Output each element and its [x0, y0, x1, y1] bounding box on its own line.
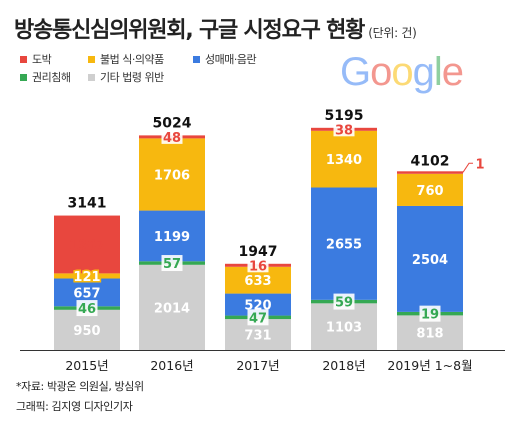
data-label: 731 [244, 329, 271, 344]
logo-letter: g [412, 50, 435, 94]
chart-title: 방송통신심의위원회, 구글 시정요구 현황 (단위: 건) [14, 12, 417, 44]
title-text: 방송통신심의위원회, 구글 시정요구 현황 [14, 18, 365, 43]
data-label: 2504 [412, 253, 448, 268]
legend-swatch [88, 73, 95, 81]
legend-item-illegal-food-drug: 불법 식·의약품 [88, 51, 164, 67]
legend-label: 권리침해 [32, 71, 71, 84]
legend-label: 성매매·음란 [205, 53, 257, 66]
legend-item-obscene: 성매매·음란 [193, 51, 257, 67]
category-label: 2015년 [65, 358, 108, 373]
total-label: 3141 [68, 196, 107, 212]
legend-label: 도박 [32, 53, 52, 66]
legend-swatch [20, 55, 27, 63]
bar-segment [397, 171, 463, 174]
data-label: 48 [163, 131, 181, 146]
label-box [76, 300, 98, 317]
bar-segment [397, 205, 463, 312]
data-label: 2655 [326, 238, 362, 253]
data-label: 19 [421, 308, 439, 323]
data-label: 59 [335, 296, 353, 311]
data-label: 57 [163, 257, 181, 272]
total-label: 5195 [325, 108, 364, 124]
source-note: *자료: 박광온 의원실, 방심위 [16, 380, 144, 393]
data-label: 46 [78, 302, 96, 317]
bar-segment [397, 173, 463, 206]
data-label: 47 [249, 311, 267, 326]
label-box [161, 129, 183, 144]
data-label: 38 [335, 123, 353, 138]
legend-label: 기타 법령 위반 [100, 71, 164, 84]
bar-segment [139, 138, 205, 211]
logo-letter: o [370, 50, 392, 94]
label-box [419, 305, 441, 322]
category-label: 2018년 [322, 358, 365, 373]
data-label: 121 [73, 270, 100, 285]
legend-item-other: 기타 법령 위반 [88, 69, 164, 85]
logo-letter: o [391, 50, 413, 94]
label-box [333, 122, 355, 137]
data-label: 657 [73, 286, 100, 301]
total-label: 1947 [239, 244, 278, 260]
data-label: 1 [475, 157, 484, 172]
legend-swatch [20, 73, 27, 81]
label-box [161, 255, 183, 272]
data-label: 818 [416, 327, 443, 342]
bar-segment [139, 210, 205, 262]
google-logo: Google [340, 50, 464, 95]
data-label: 633 [244, 274, 271, 289]
data-label: 1367 [69, 238, 105, 253]
logo-letter: e [441, 50, 464, 94]
label-box [247, 309, 269, 326]
bar-segment [54, 309, 120, 350]
bar-segment [311, 187, 377, 300]
bar-segment [139, 264, 205, 350]
data-label: 2014 [154, 301, 190, 316]
category-label: 2016년 [150, 358, 193, 373]
logo-letter: G [340, 50, 371, 94]
data-label: 760 [416, 184, 443, 199]
callout-line [462, 162, 473, 173]
credit-note: 그래픽: 김지영 디자인기자 [16, 400, 133, 413]
legend-item-gambling: 도박 [20, 51, 52, 67]
legend-label: 불법 식·의약품 [100, 53, 164, 66]
legend-item-rights: 권리침해 [20, 69, 71, 85]
label-box [247, 258, 269, 273]
category-label: 2019년 1~8월 [387, 358, 472, 373]
legend-swatch [88, 55, 95, 63]
bar-segment [311, 130, 377, 188]
total-label: 5024 [153, 115, 192, 131]
bar-segment [311, 303, 377, 350]
data-label: 16 [249, 259, 267, 274]
data-label: 1340 [326, 153, 362, 168]
bar-segment [54, 273, 120, 279]
label-box [333, 293, 355, 310]
category-label: 2017년 [236, 358, 279, 373]
data-label: 1706 [154, 168, 190, 183]
data-label: 1199 [154, 230, 190, 245]
data-label: 1103 [326, 321, 362, 336]
bar-segment [54, 215, 120, 274]
data-label: 520 [244, 299, 271, 314]
unit-label: (단위: 건) [368, 26, 417, 40]
logo-letter: l [433, 50, 443, 94]
legend-swatch [193, 55, 200, 63]
total-label: 4102 [411, 153, 450, 169]
data-label: 950 [73, 324, 100, 339]
bar-segment [225, 293, 291, 316]
